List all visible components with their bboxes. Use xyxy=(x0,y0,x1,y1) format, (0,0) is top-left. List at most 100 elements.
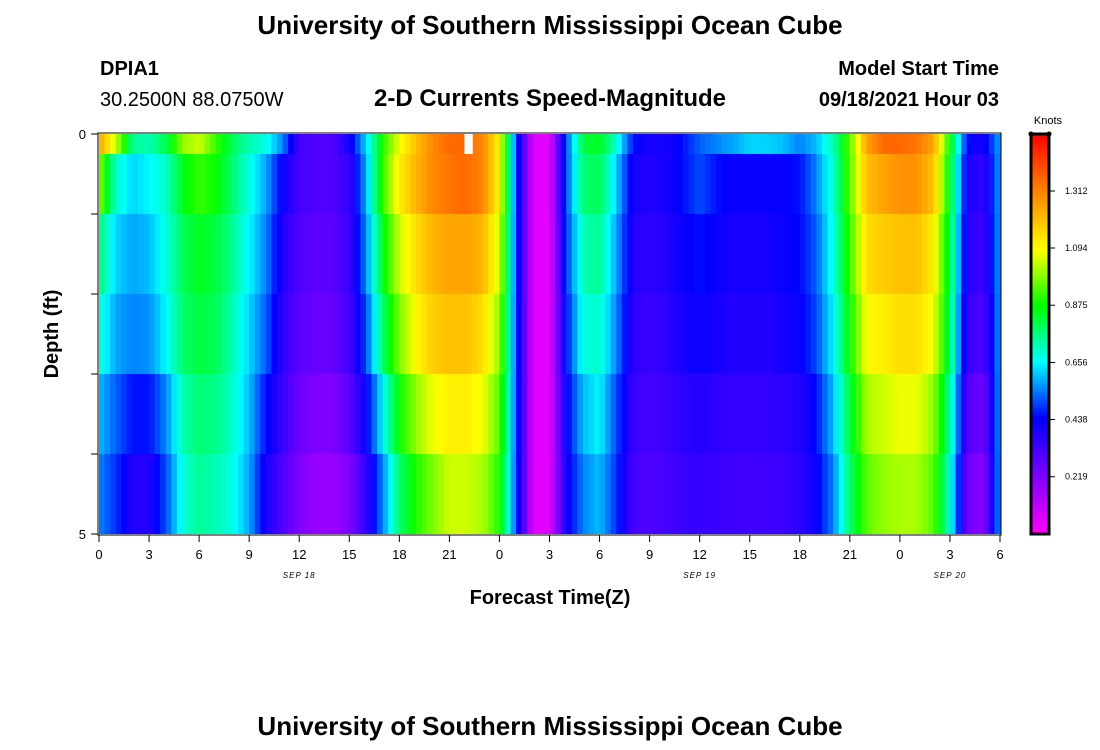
heatmap-cell xyxy=(226,374,234,454)
heatmap-cell xyxy=(738,214,745,294)
heatmap-cell xyxy=(460,154,467,214)
heatmap-cell xyxy=(988,454,996,534)
heatmap-cell xyxy=(605,134,612,154)
heatmap-cell xyxy=(438,134,445,154)
heatmap-cell xyxy=(833,294,840,374)
heatmap-cell xyxy=(638,454,645,534)
heatmap-cell xyxy=(532,214,539,294)
heatmap-cell xyxy=(894,154,901,214)
heatmap-cell xyxy=(805,294,812,374)
heatmap-cell xyxy=(110,214,117,294)
heatmap-cell xyxy=(187,154,195,214)
heatmap-cell xyxy=(310,214,317,294)
heatmap-cell xyxy=(872,154,879,214)
heatmap-cell xyxy=(632,214,640,294)
heatmap-cell xyxy=(215,214,222,294)
heatmap-cell xyxy=(365,294,373,374)
heatmap-cell xyxy=(866,154,873,214)
heatmap-cell xyxy=(249,134,256,154)
heatmap-cell xyxy=(744,154,751,214)
heatmap-cell xyxy=(354,294,361,374)
heatmap-cell xyxy=(816,294,823,374)
heatmap-cell xyxy=(371,374,378,454)
heatmap-cell xyxy=(399,134,406,154)
heatmap-cell xyxy=(126,294,133,374)
x-tick-label: 3 xyxy=(145,547,152,562)
heatmap-cell xyxy=(393,374,400,454)
heatmap-cell xyxy=(844,374,851,454)
heatmap-cell xyxy=(682,154,690,214)
heatmap-cell xyxy=(371,294,378,374)
heatmap-cell xyxy=(733,294,740,374)
heatmap-cell xyxy=(822,374,829,454)
heatmap-cell xyxy=(749,134,756,154)
heatmap-cell xyxy=(699,454,706,534)
heatmap-cell xyxy=(282,134,289,154)
heatmap-cell xyxy=(321,294,328,374)
heatmap-cell xyxy=(382,454,389,534)
heatmap-cell xyxy=(922,374,929,454)
heatmap-cell xyxy=(582,454,590,534)
heatmap-cell xyxy=(660,214,667,294)
heatmap-cell xyxy=(922,294,929,374)
heatmap-cell xyxy=(193,134,200,154)
heatmap-cell xyxy=(499,134,506,154)
x-axis-title: Forecast Time(Z) xyxy=(470,587,631,609)
heatmap-cell xyxy=(410,214,417,294)
heatmap-cell xyxy=(599,374,606,454)
heatmap-cell xyxy=(733,154,740,214)
heatmap-cell xyxy=(226,134,234,154)
heatmap-cell xyxy=(555,154,562,214)
heatmap-cell xyxy=(226,214,234,294)
heatmap-cell xyxy=(204,374,211,454)
heatmap-cell xyxy=(221,134,228,154)
heatmap-cell xyxy=(165,154,172,214)
heatmap-cell xyxy=(182,214,189,294)
heatmap-cell xyxy=(644,154,651,214)
date-label: SEP 19 xyxy=(683,571,716,580)
heatmap-cell xyxy=(238,154,245,214)
heatmap-cell xyxy=(176,374,184,454)
heatmap-cell xyxy=(493,214,501,294)
heatmap-cell xyxy=(621,454,628,534)
heatmap-cell xyxy=(927,454,934,534)
heatmap-cell xyxy=(354,154,361,214)
heatmap-cell xyxy=(610,154,617,214)
heatmap-cell xyxy=(810,294,818,374)
heatmap-cell xyxy=(961,294,968,374)
heatmap-cell xyxy=(894,134,901,154)
heatmap-cell xyxy=(466,294,473,374)
heatmap-cell xyxy=(226,294,234,374)
heatmap-cell xyxy=(471,374,478,454)
heatmap-cell xyxy=(160,214,167,294)
heatmap-cell xyxy=(894,214,901,294)
heatmap-cell xyxy=(510,214,517,294)
heatmap-cell xyxy=(421,374,428,454)
heatmap-cell xyxy=(988,214,996,294)
heatmap-cell xyxy=(505,134,512,154)
colorbar xyxy=(1029,132,1051,536)
heatmap-cell xyxy=(582,154,590,214)
heatmap-cell xyxy=(944,374,951,454)
heatmap-cell xyxy=(721,454,729,534)
heatmap-cell xyxy=(710,294,717,374)
heatmap-cell xyxy=(677,154,684,214)
heatmap-cell xyxy=(577,154,584,214)
heatmap-cell xyxy=(911,134,918,154)
heatmap-cell xyxy=(599,134,606,154)
heatmap-cell xyxy=(516,134,523,154)
heatmap-cell xyxy=(338,294,345,374)
heatmap-cell xyxy=(399,214,406,294)
heatmap-cell xyxy=(187,214,195,294)
heatmap-cell xyxy=(710,154,717,214)
heatmap-cell xyxy=(922,154,929,214)
heatmap-cell xyxy=(182,294,189,374)
heatmap-cell xyxy=(933,454,940,534)
heatmap-cell xyxy=(532,134,539,154)
heatmap-cell xyxy=(232,454,239,534)
heatmap-cell xyxy=(232,134,239,154)
heatmap-cell xyxy=(621,294,628,374)
heatmap-cell xyxy=(115,374,122,454)
heatmap-cell xyxy=(916,214,923,294)
heatmap-cell xyxy=(827,214,834,294)
